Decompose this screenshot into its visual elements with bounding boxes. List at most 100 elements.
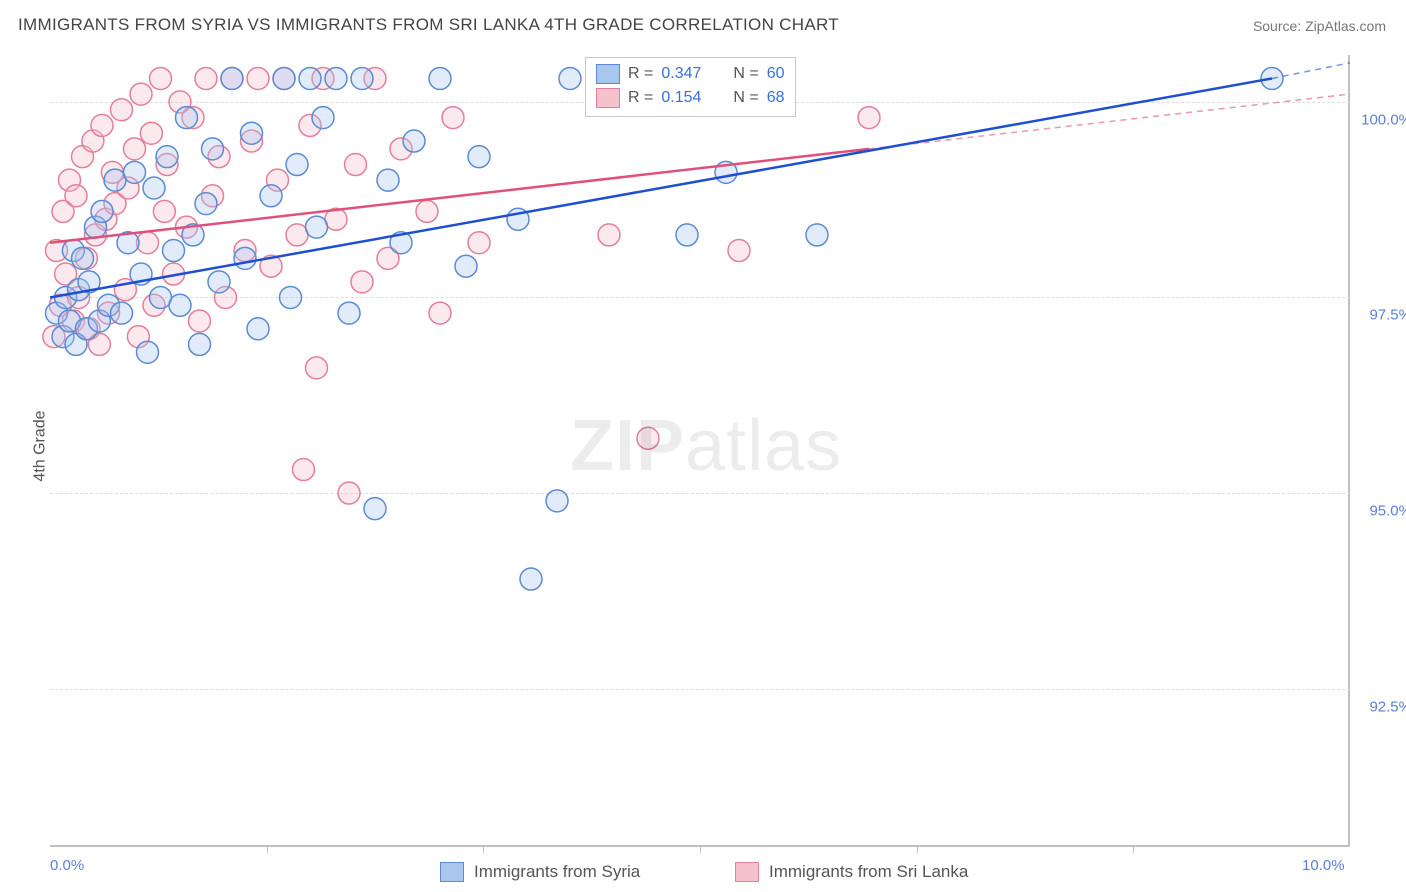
data-point bbox=[104, 169, 126, 191]
data-point bbox=[247, 67, 269, 89]
legend-r-srilanka: 0.154 bbox=[661, 86, 701, 110]
data-point bbox=[65, 185, 87, 207]
data-point bbox=[293, 459, 315, 481]
data-point bbox=[306, 216, 328, 238]
data-point bbox=[429, 67, 451, 89]
data-point bbox=[72, 247, 94, 269]
data-point bbox=[260, 185, 282, 207]
legend-n-syria: 60 bbox=[767, 62, 785, 86]
data-point bbox=[280, 286, 302, 308]
data-point bbox=[111, 99, 133, 121]
bottom-swatch-srilanka bbox=[735, 862, 759, 882]
data-point bbox=[111, 302, 133, 324]
chart-container: IMMIGRANTS FROM SYRIA VS IMMIGRANTS FROM… bbox=[0, 0, 1406, 892]
data-point bbox=[364, 498, 386, 520]
x-tick bbox=[700, 845, 701, 853]
x-tick bbox=[1133, 845, 1134, 853]
plot-area: 100.0%97.5%95.0%92.5% ZIPatlas R = 0.347… bbox=[50, 55, 1350, 847]
legend-stats-box: R = 0.347 N = 60 R = 0.154 N = 68 bbox=[585, 57, 796, 117]
data-point bbox=[442, 107, 464, 129]
data-point bbox=[637, 427, 659, 449]
data-point bbox=[345, 154, 367, 176]
data-point bbox=[338, 302, 360, 324]
data-point bbox=[176, 107, 198, 129]
data-point bbox=[208, 271, 230, 293]
data-point bbox=[124, 138, 146, 160]
regression-line-dashed bbox=[869, 94, 1350, 149]
chart-svg bbox=[50, 55, 1350, 845]
data-point bbox=[169, 294, 191, 316]
legend-n-prefix: N = bbox=[733, 62, 758, 86]
data-point bbox=[403, 130, 425, 152]
y-tick-label: 100.0% bbox=[1361, 111, 1406, 128]
data-point bbox=[153, 200, 175, 222]
data-point bbox=[377, 169, 399, 191]
regression-line-dashed bbox=[1272, 63, 1350, 79]
data-point bbox=[150, 286, 172, 308]
x-tick-label: 10.0% bbox=[1302, 857, 1345, 874]
data-point bbox=[273, 67, 295, 89]
data-point bbox=[156, 146, 178, 168]
bottom-swatch-syria bbox=[440, 862, 464, 882]
x-tick bbox=[483, 845, 484, 853]
data-point bbox=[325, 67, 347, 89]
y-tick-label: 92.5% bbox=[1369, 698, 1406, 715]
data-point bbox=[137, 341, 159, 363]
data-point bbox=[189, 310, 211, 332]
legend-swatch-syria bbox=[596, 64, 620, 84]
source-attribution: Source: ZipAtlas.com bbox=[1253, 18, 1386, 34]
data-point bbox=[189, 333, 211, 355]
data-point bbox=[202, 138, 224, 160]
legend-row-srilanka: R = 0.154 N = 68 bbox=[596, 86, 785, 110]
data-point bbox=[124, 161, 146, 183]
data-point bbox=[140, 122, 162, 144]
data-point bbox=[241, 122, 263, 144]
legend-row-syria: R = 0.347 N = 60 bbox=[596, 62, 785, 86]
y-axis-label: 4th Grade bbox=[32, 410, 50, 481]
data-point bbox=[728, 240, 750, 262]
bottom-legend-srilanka: Immigrants from Sri Lanka bbox=[735, 862, 968, 882]
data-point bbox=[351, 271, 373, 293]
legend-r-prefix: R = bbox=[628, 62, 653, 86]
legend-r-syria: 0.347 bbox=[661, 62, 701, 86]
data-point bbox=[91, 114, 113, 136]
data-point bbox=[143, 177, 165, 199]
data-point bbox=[150, 67, 172, 89]
data-point bbox=[338, 482, 360, 504]
data-point bbox=[546, 490, 568, 512]
data-point bbox=[137, 232, 159, 254]
data-point bbox=[468, 232, 490, 254]
data-point bbox=[559, 67, 581, 89]
x-tick bbox=[267, 845, 268, 853]
data-point bbox=[351, 67, 373, 89]
data-point bbox=[299, 67, 321, 89]
data-point bbox=[806, 224, 828, 246]
legend-n-prefix-2: N = bbox=[733, 86, 758, 110]
data-point bbox=[429, 302, 451, 324]
data-point bbox=[130, 83, 152, 105]
data-point bbox=[163, 240, 185, 262]
bottom-label-srilanka: Immigrants from Sri Lanka bbox=[769, 862, 968, 882]
y-tick-label: 95.0% bbox=[1369, 503, 1406, 520]
data-point bbox=[247, 318, 269, 340]
legend-swatch-srilanka bbox=[596, 88, 620, 108]
x-tick bbox=[917, 845, 918, 853]
data-point bbox=[91, 200, 113, 222]
data-point bbox=[676, 224, 698, 246]
data-point bbox=[234, 247, 256, 269]
data-point bbox=[520, 568, 542, 590]
data-point bbox=[858, 107, 880, 129]
data-point bbox=[598, 224, 620, 246]
legend-r-prefix-2: R = bbox=[628, 86, 653, 110]
bottom-legend-syria: Immigrants from Syria bbox=[440, 862, 640, 882]
data-point bbox=[468, 146, 490, 168]
data-point bbox=[286, 224, 308, 246]
y-tick-label: 97.5% bbox=[1369, 307, 1406, 324]
data-point bbox=[195, 193, 217, 215]
data-point bbox=[416, 200, 438, 222]
chart-title: IMMIGRANTS FROM SYRIA VS IMMIGRANTS FROM… bbox=[18, 15, 839, 35]
data-point bbox=[306, 357, 328, 379]
data-point bbox=[221, 67, 243, 89]
data-point bbox=[195, 67, 217, 89]
data-point bbox=[455, 255, 477, 277]
